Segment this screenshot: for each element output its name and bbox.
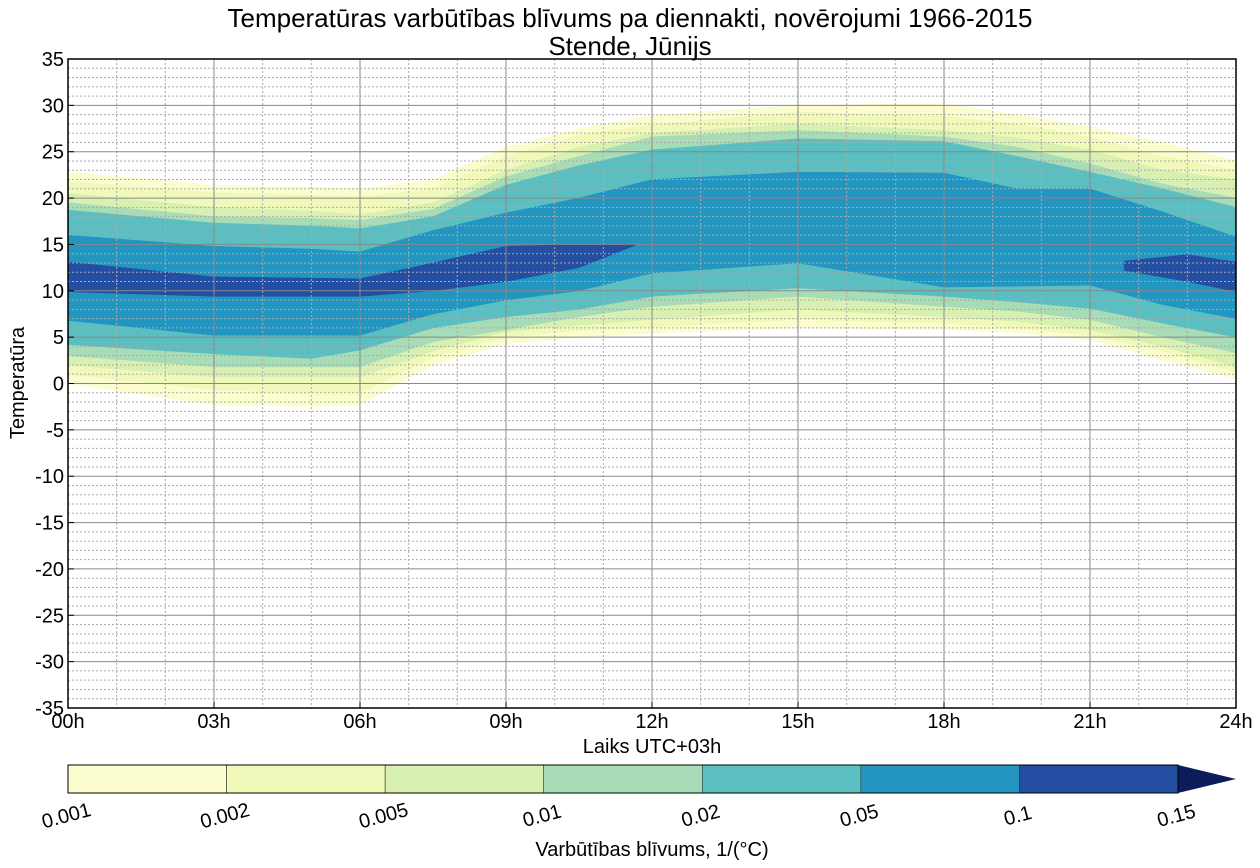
- colorbar-tick-label: 0.005: [357, 799, 411, 833]
- colorbar-tick-label: 0.15: [1155, 801, 1198, 832]
- colorbar-tick-label: 0.001: [39, 799, 93, 833]
- x-axis-label: Laiks UTC+03h: [583, 736, 721, 758]
- x-tick-label: 15h: [781, 711, 814, 733]
- y-tick-label: 0: [53, 374, 64, 396]
- y-tick-label: -30: [35, 652, 64, 674]
- y-tick-label: -35: [35, 698, 64, 720]
- chart-subtitle: Stende, Jūnijs: [548, 31, 712, 61]
- x-tick-label: 18h: [927, 711, 960, 733]
- y-tick-label: 10: [42, 281, 64, 303]
- y-tick-label: 5: [53, 327, 64, 349]
- y-tick-label: 20: [42, 188, 64, 210]
- x-tick-label: 21h: [1073, 711, 1106, 733]
- y-tick-label: 15: [42, 234, 64, 256]
- y-axis-label: Temperatūra: [7, 326, 29, 439]
- colorbar-tick-label: 0.002: [198, 799, 252, 833]
- x-tick-label: 03h: [197, 711, 230, 733]
- x-tick-label: 00h: [51, 711, 84, 733]
- y-tick-label: -10: [35, 466, 64, 488]
- y-tick-label: -25: [35, 605, 64, 627]
- colorbar-label: Varbūtības blīvums, 1/(°C): [535, 839, 768, 861]
- y-tick-label: 30: [42, 95, 64, 117]
- colorbar-segment: [67, 764, 227, 794]
- colorbar-extend-arrow: [1178, 765, 1236, 793]
- colorbar-segment: [1019, 764, 1179, 794]
- x-tick-label: 06h: [343, 711, 376, 733]
- colorbar-tick-label: 0.02: [679, 801, 722, 832]
- y-tick-label: -20: [35, 559, 64, 581]
- colorbar-tick-label: 0.1: [1002, 802, 1035, 830]
- y-tick-label: 35: [42, 49, 64, 71]
- x-tick-label: 12h: [635, 711, 668, 733]
- contour-band-0.1: [67, 244, 638, 297]
- colorbar-segment: [701, 764, 862, 794]
- x-tick-label: 24h: [1219, 711, 1252, 733]
- colorbar-tick-label: 0.05: [838, 801, 881, 832]
- y-tick-label: -5: [46, 420, 64, 442]
- colorbar-segment: [860, 764, 1020, 794]
- colorbar: 0.001 0.002 0.005 0.01 0.02 0.05 0.1 0.15: [39, 764, 1236, 833]
- y-tick-label: -15: [35, 513, 64, 535]
- colorbar-segment: [384, 764, 545, 794]
- chart-title: Temperatūras varbūtības blīvums pa dienn…: [227, 3, 1033, 33]
- colorbar-tick-label: 0.01: [521, 801, 564, 832]
- x-tick-label: 09h: [489, 711, 522, 733]
- y-tick-label: 25: [42, 142, 64, 164]
- colorbar-segment: [543, 764, 703, 794]
- colorbar-segment: [226, 764, 386, 794]
- colorbar-frame: [67, 764, 1179, 794]
- axis-ticks: 00h 03h 06h 09h 12h 15h 18h 21h 24h 35 30 25 20 15 10 5…: [35, 49, 1253, 733]
